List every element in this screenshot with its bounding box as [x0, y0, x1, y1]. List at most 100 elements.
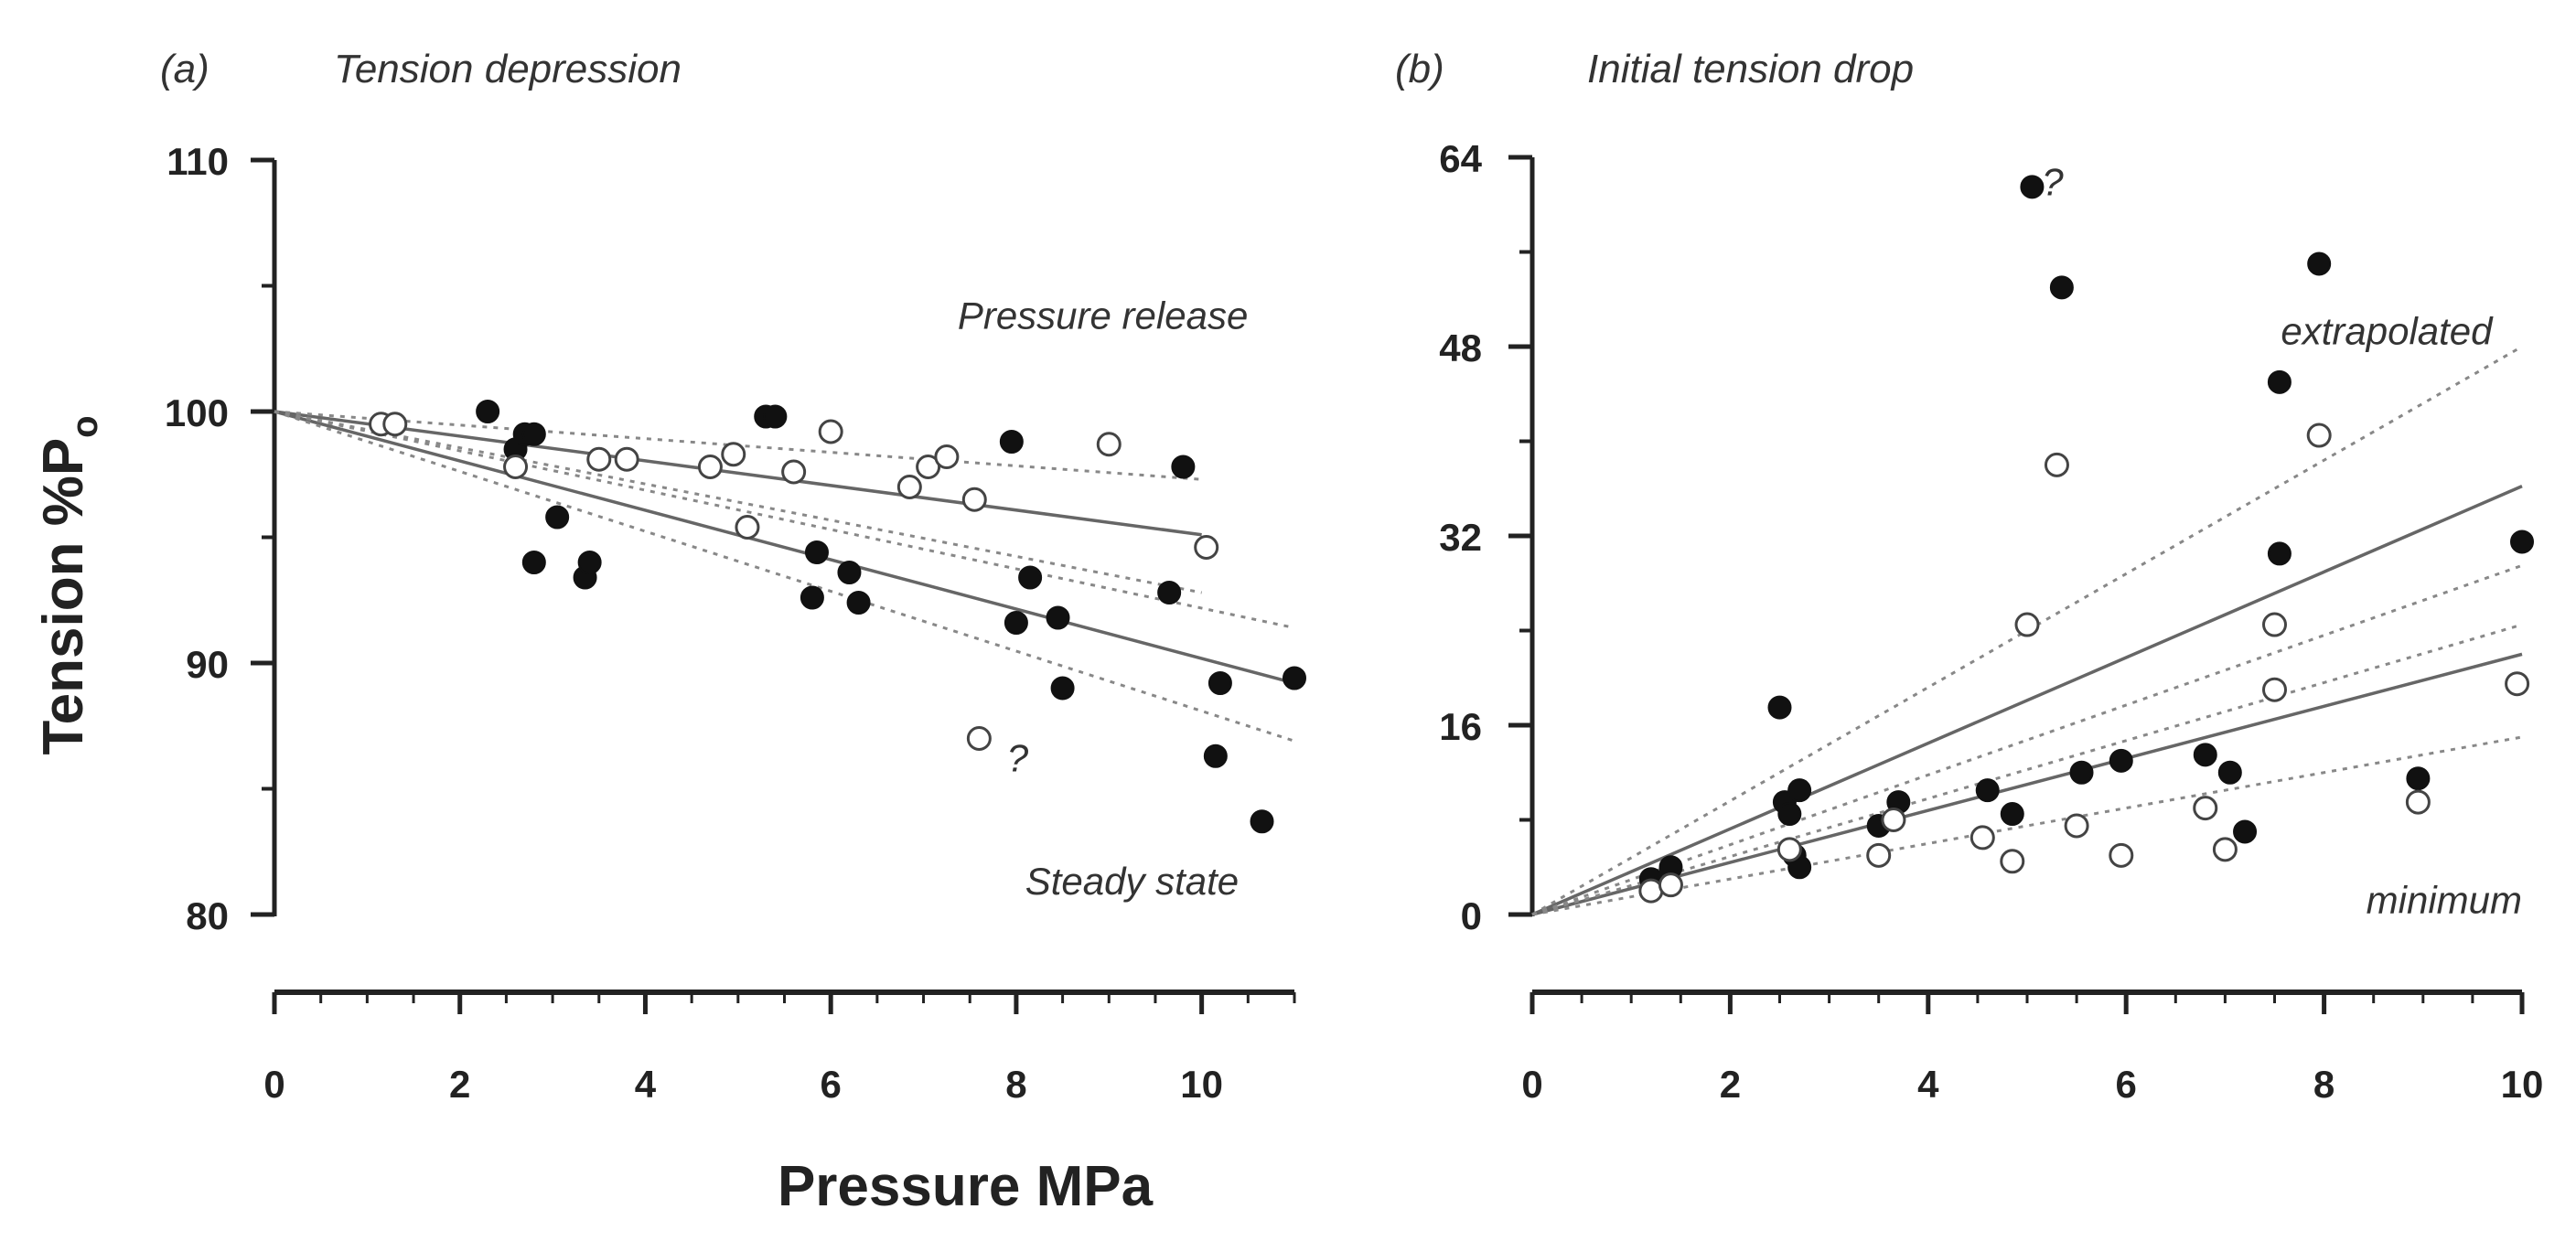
fit-line — [1531, 652, 2523, 916]
fit-line — [274, 410, 1202, 537]
panel-label: (b) — [1395, 47, 1444, 91]
filled-data-point — [804, 540, 829, 564]
y-tick-label: 16 — [1439, 705, 1482, 748]
confidence-line — [274, 410, 1295, 743]
open-data-point — [896, 475, 922, 499]
filled-data-point — [800, 585, 824, 610]
filled-data-point — [2267, 541, 2292, 566]
y-tick-label: 100 — [165, 391, 229, 434]
y-tick-label: 32 — [1439, 516, 1482, 559]
filled-data-point — [1046, 605, 1070, 630]
x-tick-label: 6 — [821, 1063, 842, 1106]
filled-data-point — [2049, 275, 2074, 300]
filled-data-point — [577, 551, 602, 574]
filled-data-point — [2069, 760, 2094, 785]
x-tick-label: 2 — [449, 1063, 470, 1106]
fit-line — [1531, 485, 2523, 916]
x-tick-label: 10 — [1180, 1063, 1223, 1106]
filled-data-point — [1004, 611, 1028, 635]
filled-data-point — [1777, 802, 1802, 827]
filled-data-point — [1171, 455, 1196, 479]
filled-data-point — [2307, 251, 2332, 276]
filled-data-point — [1787, 778, 1812, 803]
x-tick-label: 6 — [2116, 1063, 2137, 1106]
annotation-label: Steady state — [1025, 860, 1239, 903]
x-tick-label: 4 — [1917, 1063, 1939, 1106]
open-data-point — [818, 419, 843, 444]
open-data-point — [2193, 796, 2218, 821]
filled-data-point — [2406, 766, 2431, 791]
open-data-point — [697, 455, 723, 479]
filled-data-point — [2217, 760, 2242, 785]
confidence-line — [274, 410, 1202, 594]
open-data-point — [1658, 872, 1683, 898]
confidence-line — [1531, 345, 2523, 916]
x-tick-label: 0 — [263, 1063, 284, 1106]
x-tick-label: 2 — [1720, 1063, 1741, 1106]
open-data-point — [503, 455, 529, 479]
open-data-point — [586, 446, 612, 472]
y-axis-title-subscript: o — [65, 415, 105, 437]
filled-data-point — [521, 422, 546, 446]
annotation-label: minimum — [2367, 879, 2522, 922]
fit-line — [274, 410, 1295, 685]
filled-data-point — [521, 551, 546, 574]
open-data-point — [934, 444, 960, 469]
open-data-point — [721, 442, 746, 467]
x-tick-label: 8 — [2313, 1063, 2334, 1106]
open-data-point — [1776, 837, 1802, 862]
filled-data-point — [1975, 778, 2000, 803]
filled-data-point — [1203, 744, 1228, 768]
filled-data-point — [1050, 676, 1075, 701]
x-tick-label: 4 — [635, 1063, 657, 1106]
filled-data-point — [999, 430, 1024, 454]
y-tick-label: 90 — [186, 643, 229, 686]
filled-data-point — [2000, 802, 2024, 827]
confidence-line — [274, 410, 1295, 629]
annotation-label: extrapolated — [2281, 309, 2494, 352]
filled-data-point — [476, 400, 500, 423]
open-data-point — [2405, 789, 2431, 815]
y-tick-label: 48 — [1439, 326, 1482, 369]
filled-data-point — [1208, 671, 1232, 695]
open-data-point — [961, 487, 987, 512]
open-data-point — [1970, 825, 1995, 851]
filled-data-point — [1283, 666, 1306, 690]
x-axis-title: Pressure MPa — [778, 1155, 1154, 1218]
open-data-point — [2306, 423, 2332, 448]
open-data-point — [1096, 432, 1122, 457]
filled-data-point — [2267, 369, 2292, 394]
open-data-point — [2000, 849, 2025, 874]
filled-data-point — [1018, 565, 1043, 590]
annotation-label: ? — [2042, 160, 2064, 203]
y-axis-title-main: Tension %P — [32, 438, 95, 755]
open-data-point — [614, 446, 639, 472]
panel-label: (a) — [160, 47, 209, 91]
open-data-point — [916, 455, 941, 479]
open-data-point — [1194, 535, 1219, 560]
panel-title: Initial tension drop — [1587, 47, 1914, 91]
open-data-point — [2505, 671, 2530, 697]
filled-data-point — [2020, 175, 2045, 199]
confidence-line — [1531, 623, 2523, 916]
filled-data-point — [1250, 809, 1274, 834]
panel-b: (b) Initial tension drop 0 16 32 48 64 0 2 4 6 8 10 e… — [1395, 47, 2543, 1106]
annotation-label: Pressure release — [958, 294, 1248, 337]
filled-data-point — [1767, 695, 1792, 720]
open-data-point — [2109, 842, 2134, 868]
filled-data-point — [2193, 743, 2217, 767]
open-data-point — [1866, 842, 1892, 868]
confidence-line — [1531, 735, 2523, 916]
open-data-point — [2262, 612, 2287, 637]
open-data-point — [735, 515, 760, 540]
annotation-label: ? — [1007, 736, 1029, 779]
filled-data-point — [2233, 819, 2258, 844]
filled-data-point — [2109, 748, 2133, 773]
open-data-point — [1881, 808, 1906, 832]
open-data-point — [966, 726, 992, 751]
panel-title: Tension depression — [334, 47, 682, 91]
panel-a: (a) Tension depression 80 90 100 110 0 2 4 6 8 10 Pr… — [160, 47, 1306, 1106]
filled-data-point — [1157, 581, 1182, 604]
y-axis-title: Tension %Po — [32, 415, 105, 754]
